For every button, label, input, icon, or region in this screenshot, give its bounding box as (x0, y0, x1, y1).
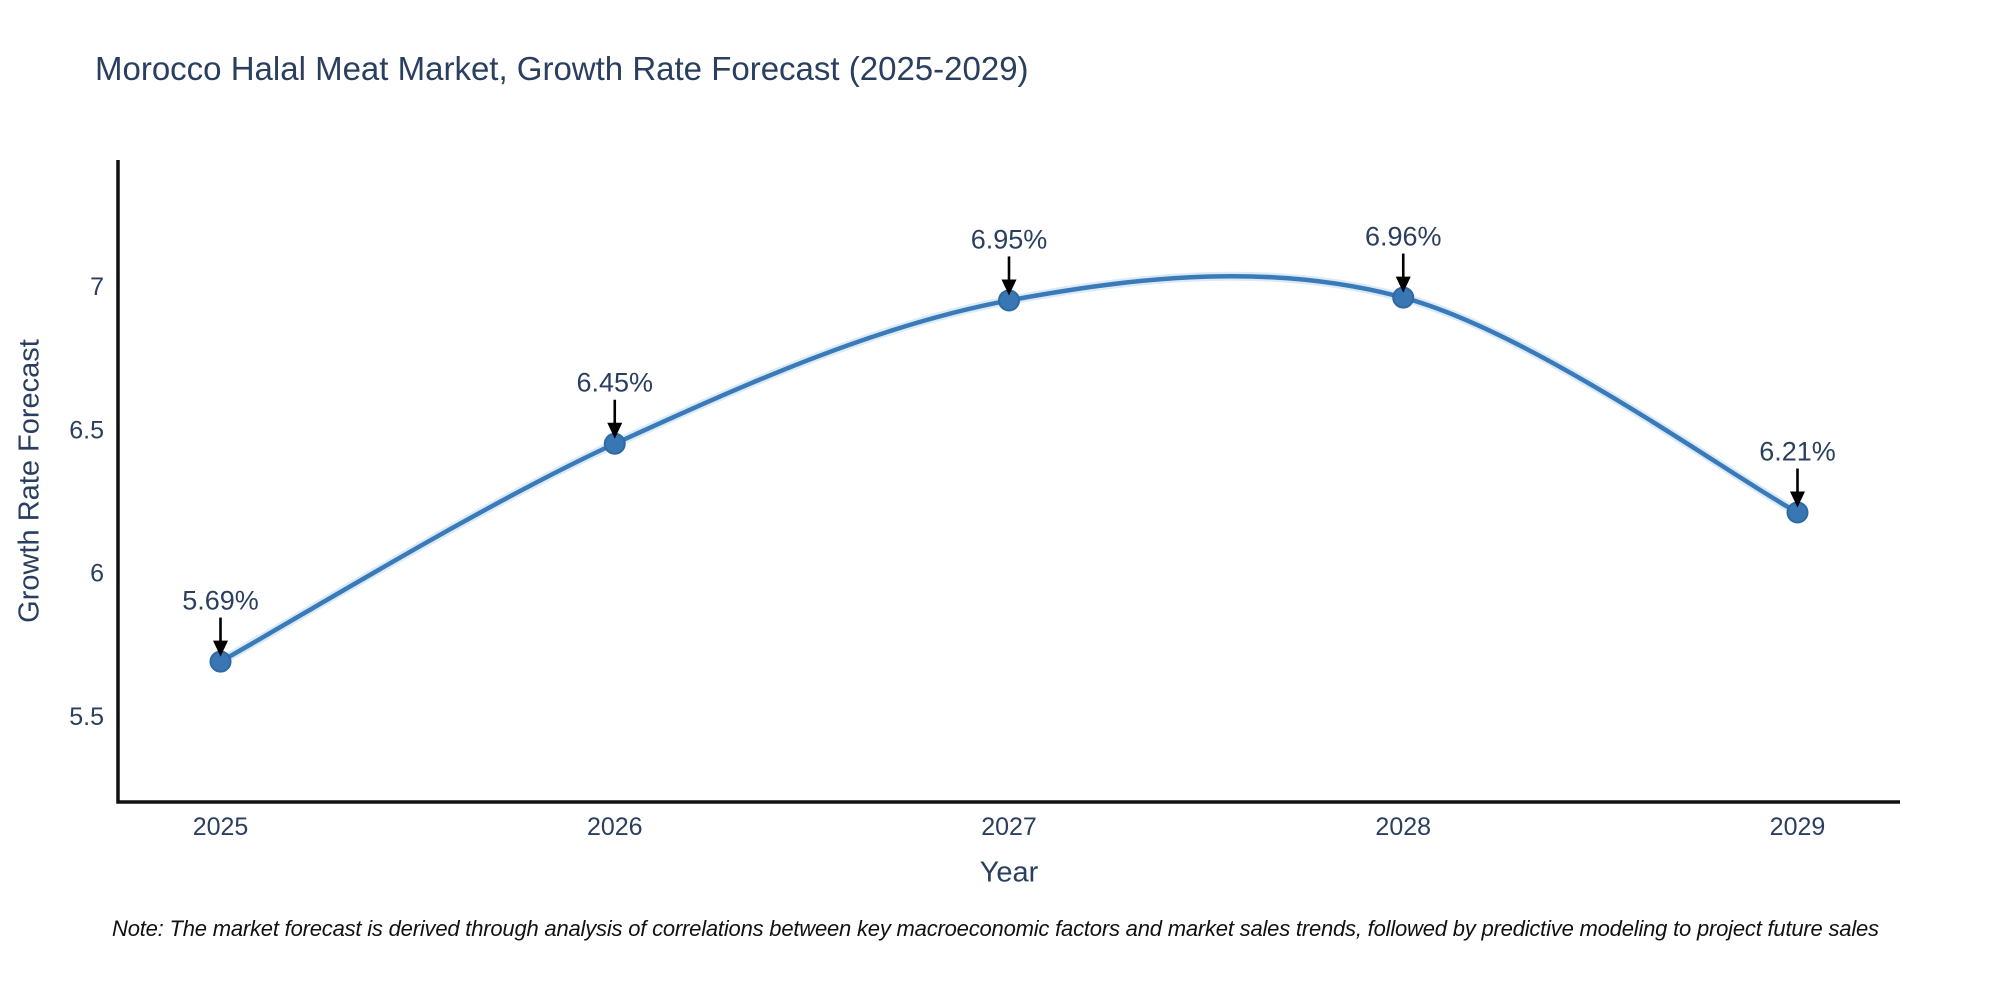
point-annotation-label: 6.95% (971, 224, 1048, 254)
y-axis-title: Growth Rate Forecast (13, 339, 46, 623)
y-tick-label: 5.5 (69, 703, 104, 731)
x-tick-label: 2028 (1375, 813, 1431, 841)
y-tick-label: 6.5 (69, 416, 104, 444)
point-annotation-label: 5.69% (182, 586, 259, 616)
point-annotation-label: 6.21% (1759, 437, 1836, 467)
trend-line (218, 273, 1800, 664)
x-axis-title: Year (979, 856, 1039, 889)
annotation-arrowhead (1001, 279, 1017, 296)
trend-line-halo (216, 271, 1802, 667)
point-annotation-label: 6.45% (576, 368, 653, 398)
x-tick-label: 2027 (981, 813, 1037, 841)
chart-title: Morocco Halal Meat Market, Growth Rate F… (95, 50, 1029, 87)
annotation-arrowhead (607, 422, 623, 439)
x-tick-label: 2026 (587, 813, 643, 841)
annotation-arrowhead (1789, 491, 1805, 508)
y-tick-label: 7 (90, 273, 104, 301)
x-tick-label: 2025 (193, 813, 249, 841)
footnote: Note: The market forecast is derived thr… (112, 916, 1879, 941)
axis-lines (116, 160, 1900, 804)
y-tick-label: 6 (90, 560, 104, 588)
point-annotation-label: 6.96% (1365, 222, 1442, 252)
annotation-arrowhead (213, 640, 229, 657)
annotation-arrowhead (1395, 276, 1411, 293)
x-tick-label: 2029 (1770, 813, 1826, 841)
